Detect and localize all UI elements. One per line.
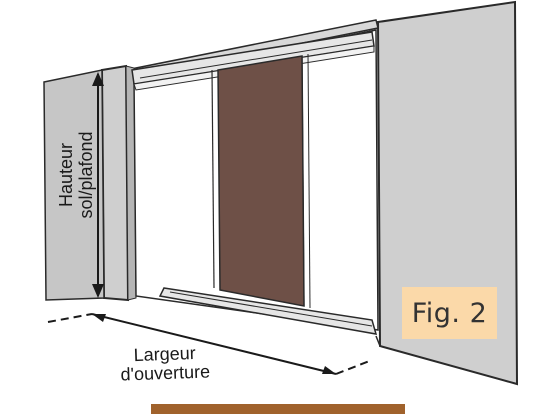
height-label-line2: sol/plafond	[76, 131, 96, 219]
width-arrow-left	[92, 314, 106, 322]
height-arrow-top	[92, 72, 104, 86]
width-dimension-dash-right	[335, 359, 373, 375]
height-arrow-bottom	[92, 284, 104, 298]
left-wall-shadow	[125, 65, 137, 301]
figure-label: Fig. 2	[402, 287, 497, 339]
width-dimension-dash-left	[47, 313, 93, 323]
width-arrow-right	[322, 366, 336, 374]
width-label: Largeur d'ouverture	[59, 341, 270, 386]
left-background-wall	[43, 69, 105, 301]
height-label: Hauteur sol/plafond	[56, 85, 96, 265]
bottom-wood-strip	[151, 404, 405, 414]
left-frame-line	[211, 69, 215, 289]
height-label-line1: Hauteur	[56, 142, 76, 208]
door-panel	[217, 55, 305, 307]
left-wall	[100, 64, 130, 302]
width-dimension-line	[91, 313, 337, 375]
